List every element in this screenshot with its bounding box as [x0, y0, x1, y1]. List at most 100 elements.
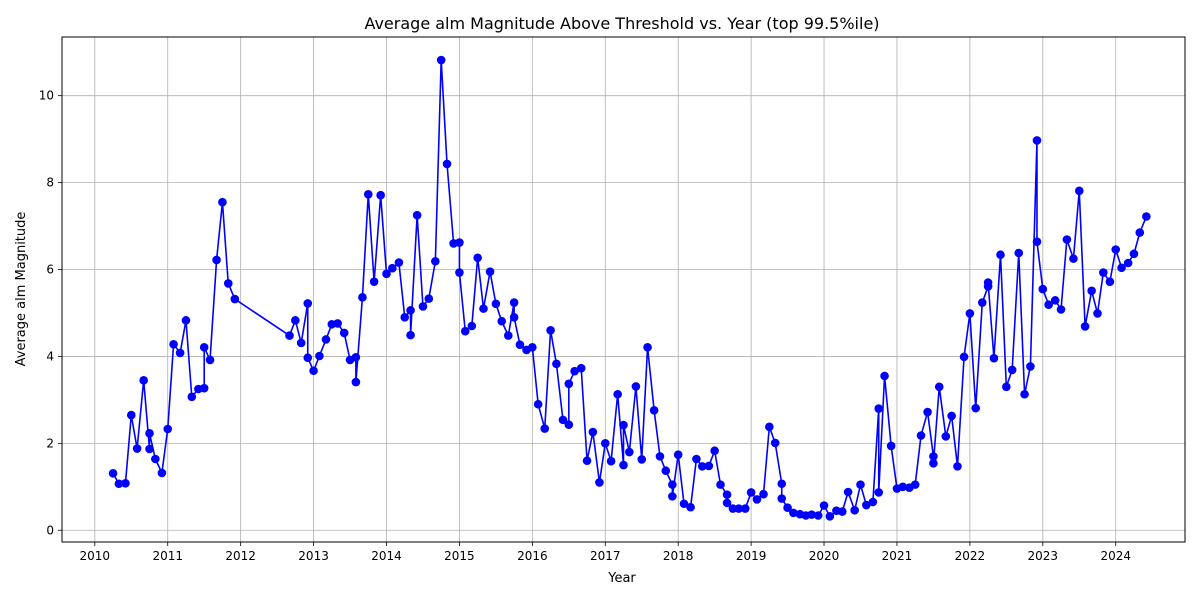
x-tick-label: 2019	[736, 549, 767, 563]
x-tick-label: 2017	[590, 549, 621, 563]
data-point	[759, 489, 768, 499]
data-point	[1050, 296, 1060, 305]
data-point	[570, 366, 579, 376]
data-point	[637, 455, 647, 464]
x-tick-label: 2020	[809, 549, 840, 563]
data-point	[564, 420, 574, 429]
data-point	[843, 487, 853, 497]
data-point	[971, 403, 981, 413]
data-point	[862, 500, 871, 510]
data-point	[169, 339, 178, 349]
data-point	[230, 294, 240, 304]
data-point	[187, 392, 197, 402]
data-point	[619, 420, 628, 430]
data-point	[1044, 300, 1053, 310]
data-point	[108, 469, 118, 478]
x-axis-label: Year	[607, 571, 636, 586]
data-point	[175, 348, 185, 358]
data-point	[1007, 365, 1017, 375]
data-point	[1135, 228, 1145, 237]
data-point	[996, 250, 1005, 260]
x-tick-label: 2024	[1100, 549, 1131, 563]
data-point	[1105, 277, 1115, 286]
data-point	[218, 197, 227, 207]
data-point	[369, 277, 379, 286]
data-point	[1117, 263, 1126, 273]
data-point	[576, 363, 586, 373]
data-point	[485, 267, 495, 276]
data-point	[285, 331, 294, 340]
data-point	[600, 439, 610, 448]
x-axis: 2010 2011 2012 2013 2014 2015 2016 2017 2018 2019…	[80, 542, 1131, 563]
data-point	[789, 508, 798, 518]
data-point	[643, 343, 652, 352]
data-point	[923, 407, 932, 417]
data-point	[358, 293, 367, 302]
chart-title: Average alm Magnitude Above Threshold vs…	[364, 14, 879, 33]
data-point	[1074, 186, 1084, 196]
data-point	[1032, 136, 1042, 145]
data-point	[1129, 249, 1139, 259]
data-point	[552, 359, 561, 369]
data-point	[856, 480, 865, 489]
data-point	[376, 190, 385, 200]
data-point	[455, 238, 464, 247]
data-point	[145, 444, 154, 454]
data-point	[205, 355, 215, 365]
data-point	[977, 298, 987, 307]
data-point	[679, 499, 689, 509]
x-tick-label: 2021	[882, 549, 913, 563]
data-point	[947, 411, 956, 421]
data-point	[199, 343, 209, 352]
data-point	[291, 316, 300, 325]
data-point	[934, 382, 944, 392]
data-point	[819, 501, 829, 510]
data-point	[770, 438, 780, 448]
data-point	[765, 422, 774, 432]
x-tick-label: 2011	[152, 549, 183, 563]
data-point	[1038, 284, 1048, 294]
data-point	[655, 452, 665, 461]
data-point	[503, 331, 513, 340]
series-alm-magnitude	[108, 55, 1151, 521]
data-point	[509, 313, 519, 322]
data-point	[989, 353, 999, 363]
data-point	[697, 462, 707, 471]
x-tick-label: 2022	[955, 549, 986, 563]
data-point	[114, 479, 124, 489]
data-point	[363, 190, 373, 199]
data-point	[1002, 382, 1011, 392]
data-point	[467, 321, 477, 331]
data-point	[582, 456, 592, 466]
x-tick-label: 2015	[444, 549, 475, 563]
data-point	[528, 343, 537, 352]
data-point	[333, 319, 342, 328]
data-point	[722, 490, 732, 499]
data-point	[309, 366, 318, 376]
data-point	[1080, 322, 1090, 331]
y-tick-label: 6	[46, 263, 54, 277]
data-point	[442, 159, 452, 169]
data-point	[412, 210, 422, 220]
data-point	[296, 338, 306, 348]
data-point	[1056, 305, 1066, 314]
data-point	[339, 328, 349, 338]
x-tick-label: 2012	[225, 549, 256, 563]
y-tick-label: 8	[46, 176, 54, 190]
data-point	[321, 335, 331, 344]
data-point	[515, 340, 525, 349]
data-point	[734, 504, 744, 513]
data-point	[424, 294, 434, 303]
data-point	[783, 503, 792, 512]
data-point	[807, 510, 816, 519]
data-point	[929, 459, 938, 468]
data-point	[777, 494, 787, 503]
data-point	[1111, 245, 1121, 254]
x-tick-label: 2016	[517, 549, 548, 563]
data-point	[813, 511, 823, 520]
data-point	[965, 309, 975, 318]
data-point	[199, 383, 209, 393]
data-point	[625, 447, 634, 457]
data-point	[1093, 309, 1102, 318]
data-point	[406, 306, 415, 315]
